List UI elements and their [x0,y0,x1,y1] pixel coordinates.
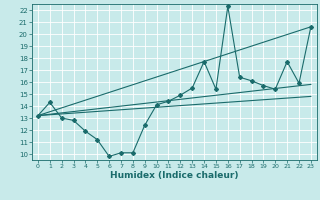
X-axis label: Humidex (Indice chaleur): Humidex (Indice chaleur) [110,171,239,180]
